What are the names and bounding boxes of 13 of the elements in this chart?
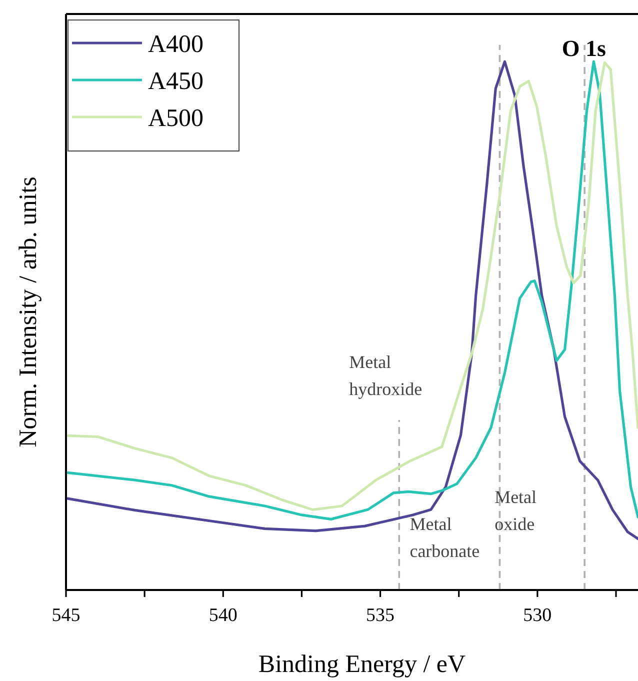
x-tick-label: 535 bbox=[366, 605, 395, 626]
legend-label: A500 bbox=[148, 105, 204, 132]
legend-label: A450 bbox=[148, 68, 204, 95]
x-axis-title: Binding Energy / eV bbox=[258, 651, 466, 678]
chart-title: O 1s bbox=[562, 36, 606, 61]
ref-line-label: Metal carbonate bbox=[410, 514, 480, 561]
ref-line-label: Metal hydroxide bbox=[349, 352, 422, 399]
x-tick-label: 545 bbox=[52, 605, 80, 626]
y-axis-title: Norm. Intensity / arb. units bbox=[15, 176, 42, 448]
x-tick-label: 530 bbox=[523, 605, 552, 626]
legend-label: A400 bbox=[148, 31, 204, 58]
x-tick-label: 540 bbox=[208, 605, 238, 626]
ref-line-label: Metal oxide bbox=[494, 487, 537, 534]
